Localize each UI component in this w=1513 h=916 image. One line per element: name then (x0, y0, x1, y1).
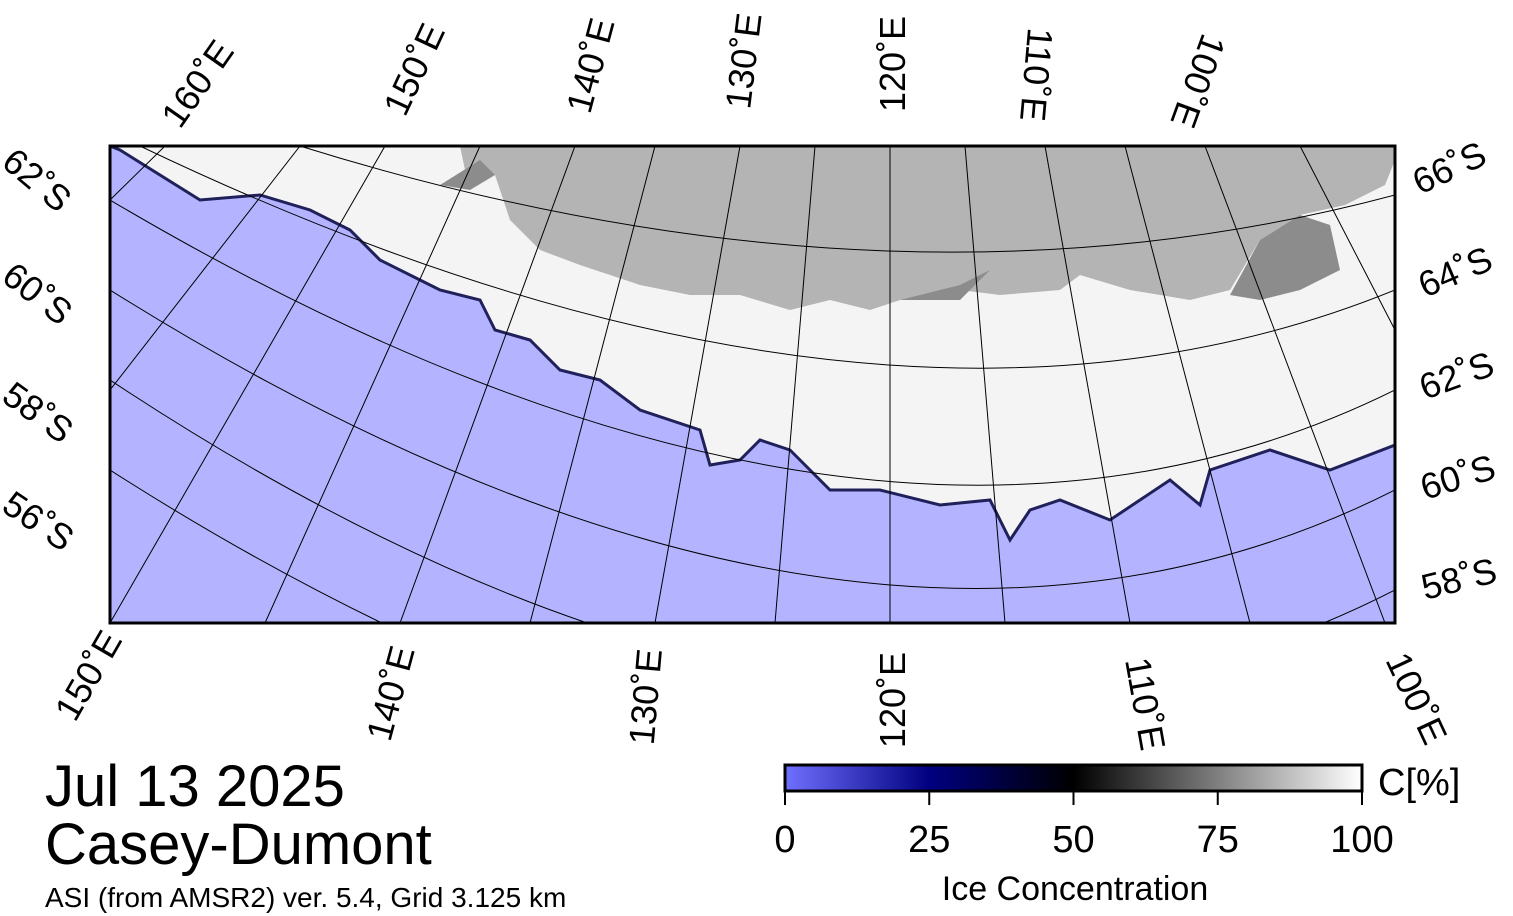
map-frame (108, 144, 1397, 625)
coordinate-label: 100˚E (1378, 646, 1456, 750)
colorbar-unit: C[%] (1378, 762, 1460, 804)
colorbar-tick-label: 75 (1197, 819, 1239, 861)
coordinate-label: 100˚E (1162, 29, 1233, 133)
map-area (110, 146, 1395, 623)
coordinate-label: 66˚S (1406, 133, 1492, 202)
land (460, 146, 1395, 310)
coordinate-label: 150˚E (46, 624, 130, 728)
coordinate-label: 130˚E (621, 647, 670, 746)
coordinate-label: 60˚S (0, 254, 80, 333)
coordinate-label: 110˚E (1012, 26, 1061, 123)
coordinate-label: 56˚S (0, 483, 81, 560)
coordinate-label: 58˚S (0, 373, 81, 451)
coordinate-label: 58˚S (1417, 550, 1501, 608)
ice-shelf (440, 160, 1340, 300)
coordinate-label: 150˚E (375, 17, 453, 121)
region: Casey-Dumont (45, 812, 432, 877)
coordinate-label: 160˚E (153, 32, 242, 134)
graticule (110, 146, 1395, 623)
colorbar-tick-label: 50 (1052, 819, 1094, 861)
colorbar-ticks: 0 25 50 75 100 (774, 791, 1394, 861)
coordinate-label: 130˚E (717, 11, 769, 111)
coordinate-label: 62˚S (0, 140, 79, 220)
source: ASI (from AMSR2) ver. 5.4, Grid 3.125 km (45, 882, 566, 913)
coordinate-label: 140˚E (358, 641, 422, 744)
coordinate-label: 120˚E (872, 16, 913, 112)
colorbar-label: Ice Concentration (942, 870, 1209, 908)
coordinate-label: 120˚E (872, 652, 913, 748)
coordinate-label: 62˚S (1414, 343, 1499, 408)
date: Jul 13 2025 (45, 754, 345, 819)
colorbar-tick-label: 0 (774, 819, 795, 861)
coordinate-label: 64˚S (1412, 238, 1498, 305)
coordinate-label: 110˚E (1117, 654, 1174, 753)
colorbar (783, 763, 1364, 793)
coordinate-label: 60˚S (1415, 446, 1500, 507)
colorbar-tick-label: 100 (1330, 819, 1393, 861)
colorbar-tick-label: 25 (908, 819, 950, 861)
coordinate-label: 140˚E (558, 14, 622, 117)
